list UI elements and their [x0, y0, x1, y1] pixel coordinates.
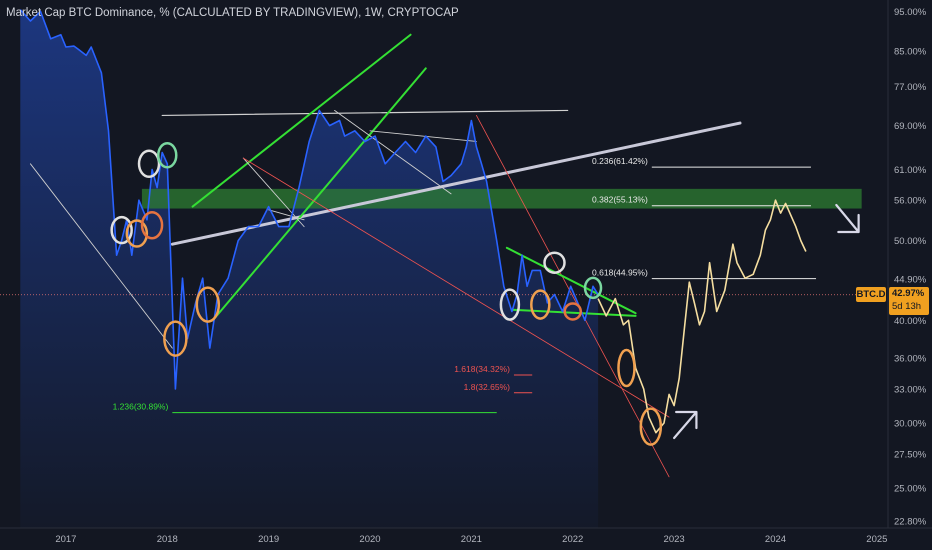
marker-circle-orange[interactable] [530, 289, 551, 320]
last-value: 42.97% [892, 288, 925, 299]
series-line-btc-dominance[interactable] [19, 9, 599, 390]
trendline-rising-long[interactable] [170, 121, 742, 246]
x-tick-label: 2024 [765, 534, 786, 545]
x-tick-label: 2018 [157, 534, 178, 545]
marker-circle-white[interactable] [110, 215, 133, 245]
series-area-fill [20, 9, 599, 529]
x-tick-label: 2020 [359, 534, 380, 545]
marker-circle-orange[interactable] [195, 286, 221, 323]
trendline-green-channel-bottom[interactable] [211, 67, 427, 322]
fib-level-label: 1.618(34.32%) [454, 364, 510, 374]
y-tick-label: 22.80% [894, 517, 927, 528]
trendline-small-1[interactable] [242, 157, 305, 228]
fib-level-label: 0.236(61.42%) [592, 156, 648, 166]
marker-circle-orange[interactable] [125, 219, 149, 248]
last-value-badge: 42.97% 5d 13h [889, 287, 929, 315]
y-tick-label: 77.00% [894, 82, 927, 93]
y-tick-label: 61.00% [894, 165, 927, 176]
y-tick-label: 25.00% [894, 484, 927, 495]
chart-title: Market Cap BTC Dominance, % (CALCULATED … [6, 7, 459, 19]
x-tick-label: 2022 [562, 534, 583, 545]
green-zone[interactable] [141, 188, 862, 209]
y-tick-label: 56.00% [894, 196, 927, 207]
fib-level-label: 0.382(55.13%) [592, 195, 648, 205]
arrow-up-right[interactable] [673, 410, 698, 440]
marker-circle-orange[interactable] [639, 407, 663, 446]
y-tick-label: 30.00% [894, 419, 927, 430]
marker-circle-white[interactable] [543, 251, 566, 274]
y-tick-label: 85.00% [894, 47, 927, 58]
trendline-green-channel-top[interactable] [191, 33, 412, 208]
trendline-wedge-right[interactable] [369, 130, 477, 142]
marker-circle-orange[interactable] [617, 348, 636, 388]
x-tick-label: 2019 [258, 534, 279, 545]
y-tick-label: 50.00% [894, 236, 927, 247]
y-tick-label: 33.00% [894, 384, 927, 395]
fib-level-label: 1.8(32.65%) [464, 382, 510, 392]
marker-circle-white[interactable] [499, 288, 521, 321]
y-tick-label: 40.00% [894, 316, 927, 327]
marker-circle-white[interactable] [137, 149, 161, 179]
x-tick-label: 2021 [461, 534, 482, 545]
trendline-small-2[interactable] [268, 209, 305, 221]
marker-circle-red[interactable] [563, 302, 582, 321]
fib-level-label: 1.236(30.89%) [113, 402, 169, 412]
projection-line[interactable] [597, 199, 807, 434]
x-tick-label: 2023 [664, 534, 685, 545]
trendline-drop-left[interactable] [29, 163, 173, 349]
y-tick-label: 27.50% [894, 450, 927, 461]
marker-circle-orange[interactable] [163, 320, 188, 357]
ticker-label: BTC.D [856, 289, 886, 300]
trendline-red-long-1[interactable] [242, 157, 670, 418]
marker-circle-red[interactable] [140, 210, 164, 240]
arrow-down-right[interactable] [835, 203, 860, 234]
marker-circle-green[interactable] [583, 276, 603, 300]
price-axis[interactable] [888, 0, 932, 550]
y-tick-label: 69.00% [894, 121, 927, 132]
bar-countdown: 5d 13h [892, 301, 922, 312]
y-tick-label: 44.90% [894, 275, 927, 286]
fib-level-label: 0.618(44.95%) [592, 268, 648, 278]
marker-circle-green[interactable] [157, 142, 178, 169]
x-tick-label: 2025 [866, 534, 887, 545]
trendline-red-long-2[interactable] [476, 115, 670, 478]
trendline-top-horizontal[interactable] [161, 109, 569, 117]
y-tick-label: 36.00% [894, 353, 927, 364]
y-tick-label: 95.00% [894, 7, 927, 18]
x-tick-label: 2017 [55, 534, 76, 545]
trendline-wedge-left[interactable] [334, 109, 452, 195]
ticker-badge[interactable]: BTC.D [856, 287, 886, 302]
